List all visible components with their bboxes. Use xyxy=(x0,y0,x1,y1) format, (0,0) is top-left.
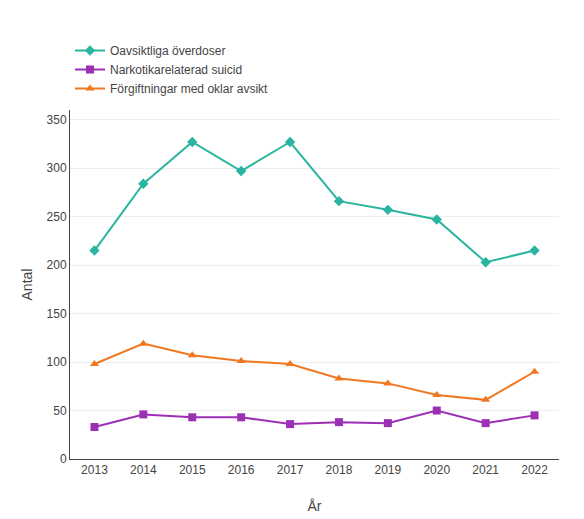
svg-text:2013: 2013 xyxy=(81,463,108,477)
svg-text:2021: 2021 xyxy=(472,463,499,477)
svg-text:Antal: Antal xyxy=(19,269,35,301)
svg-text:2014: 2014 xyxy=(130,463,157,477)
svg-text:300: 300 xyxy=(47,161,67,175)
svg-text:Förgiftningar med oklar avsikt: Förgiftningar med oklar avsikt xyxy=(110,82,268,96)
svg-text:250: 250 xyxy=(47,210,67,224)
svg-text:200: 200 xyxy=(47,258,67,272)
svg-text:År: År xyxy=(308,498,322,514)
svg-text:2015: 2015 xyxy=(179,463,206,477)
svg-text:2022: 2022 xyxy=(521,463,548,477)
svg-text:2017: 2017 xyxy=(277,463,304,477)
svg-text:2016: 2016 xyxy=(228,463,255,477)
svg-text:150: 150 xyxy=(47,307,67,321)
svg-text:2020: 2020 xyxy=(423,463,450,477)
svg-text:0: 0 xyxy=(60,452,67,466)
svg-text:2018: 2018 xyxy=(326,463,353,477)
svg-text:2019: 2019 xyxy=(374,463,401,477)
svg-text:350: 350 xyxy=(47,113,67,127)
svg-text:Oavsiktliga överdoser: Oavsiktliga överdoser xyxy=(110,44,225,58)
svg-text:100: 100 xyxy=(47,355,67,369)
svg-text:50: 50 xyxy=(53,404,67,418)
svg-text:Narkotikarelaterad suicid: Narkotikarelaterad suicid xyxy=(110,63,242,77)
